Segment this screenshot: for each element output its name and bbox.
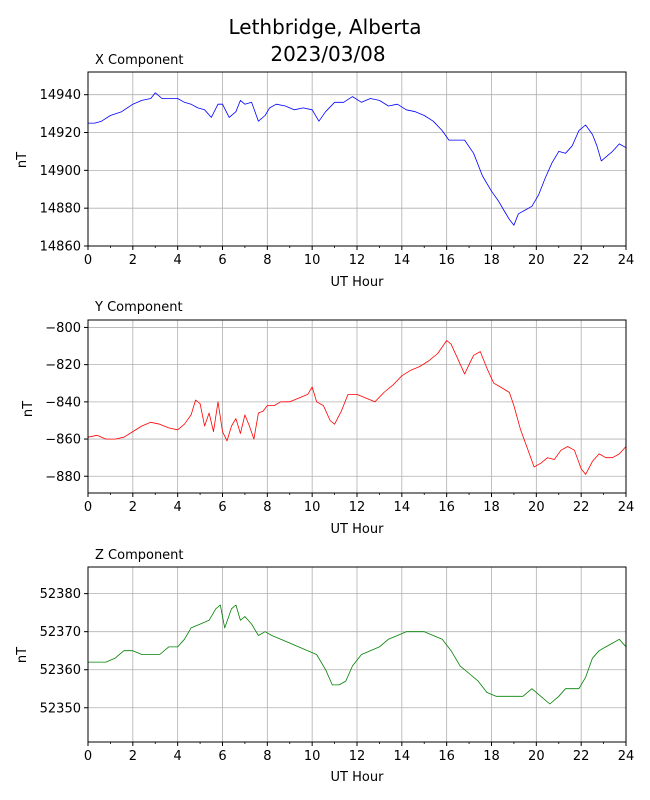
x-tick-label: 0 <box>84 500 92 515</box>
y-tick-label: −840 <box>45 395 81 410</box>
x-tick-label: 24 <box>618 749 635 764</box>
x-tick-label: 12 <box>349 500 366 515</box>
x-tick-label: 16 <box>438 500 455 515</box>
x-tick-label: 14 <box>394 253 411 268</box>
x-tick-label: 2 <box>129 749 137 764</box>
x-tick-label: 18 <box>483 253 500 268</box>
x-tick-label: 22 <box>573 253 590 268</box>
y-axis-label: nT <box>15 647 30 663</box>
x-tick-label: 24 <box>618 253 635 268</box>
x-tick-label: 4 <box>174 749 182 764</box>
x-tick-label: 22 <box>573 500 590 515</box>
x-tick-label: 20 <box>528 253 545 268</box>
y-tick-label: 14940 <box>40 88 81 103</box>
x-tick-label: 18 <box>483 749 500 764</box>
panel-title: X Component <box>95 53 184 68</box>
x-tick-label: 8 <box>263 749 271 764</box>
y-tick-label: 14900 <box>40 164 81 179</box>
x-axis-label: UT Hour <box>331 522 385 537</box>
x-tick-label: 2 <box>129 500 137 515</box>
panel-title: Z Component <box>95 548 184 563</box>
y-tick-label: −820 <box>45 358 81 373</box>
x-tick-label: 20 <box>528 749 545 764</box>
x-tick-label: 12 <box>349 749 366 764</box>
figure-title-line1: Lethbridge, Alberta <box>228 15 421 39</box>
z-component-panel: Z Component UT Hour nT 0 2 4 6 8 10 12 14 16 18 20… <box>15 548 634 785</box>
y-tick-label: 52370 <box>40 625 81 640</box>
x-tick-label: 10 <box>304 749 321 764</box>
y-tick-label: 52380 <box>40 587 81 602</box>
data-line <box>88 92 627 226</box>
x-tick-label: 24 <box>618 500 635 515</box>
y-tick-label: 14920 <box>40 126 81 141</box>
x-tick-label: 14 <box>394 500 411 515</box>
x-component-panel: X Component UT Hour nT 0 2 4 6 8 10 12 14 16 18 20… <box>15 53 634 290</box>
x-tick-label: 10 <box>304 253 321 268</box>
y-tick-label: −800 <box>45 321 81 336</box>
x-axis-label: UT Hour <box>331 275 385 290</box>
x-tick-label: 6 <box>218 253 226 268</box>
y-component-panel: Y Component UT Hour nT 0 2 4 6 8 10 12 14 16 18 20… <box>21 300 634 537</box>
y-tick-label: 52350 <box>40 701 81 716</box>
data-line <box>88 604 627 705</box>
x-tick-label: 8 <box>263 500 271 515</box>
y-tick-label: 14860 <box>40 240 81 255</box>
x-tick-label: 2 <box>129 253 137 268</box>
y-tick-label: 52360 <box>40 663 81 678</box>
x-tick-label: 20 <box>528 500 545 515</box>
y-tick-label: 14880 <box>40 202 81 217</box>
x-tick-label: 0 <box>84 253 92 268</box>
x-axis-label: UT Hour <box>331 770 385 785</box>
x-tick-label: 16 <box>438 749 455 764</box>
x-tick-label: 0 <box>84 749 92 764</box>
figure-title-line2: 2023/03/08 <box>270 42 385 66</box>
x-tick-label: 8 <box>263 253 271 268</box>
x-tick-label: 16 <box>438 253 455 268</box>
x-tick-label: 6 <box>218 500 226 515</box>
y-tick-label: −880 <box>45 470 81 485</box>
panel-title: Y Component <box>94 300 183 315</box>
x-tick-label: 4 <box>174 253 182 268</box>
x-tick-label: 12 <box>349 253 366 268</box>
x-tick-label: 22 <box>573 749 590 764</box>
y-axis-label: nT <box>15 152 30 168</box>
y-axis-label: nT <box>21 401 36 417</box>
x-tick-label: 6 <box>218 749 226 764</box>
x-tick-label: 14 <box>394 749 411 764</box>
x-tick-label: 18 <box>483 500 500 515</box>
x-tick-label: 10 <box>304 500 321 515</box>
data-line <box>87 340 627 475</box>
x-tick-label: 4 <box>174 500 182 515</box>
y-tick-label: −860 <box>45 433 81 448</box>
